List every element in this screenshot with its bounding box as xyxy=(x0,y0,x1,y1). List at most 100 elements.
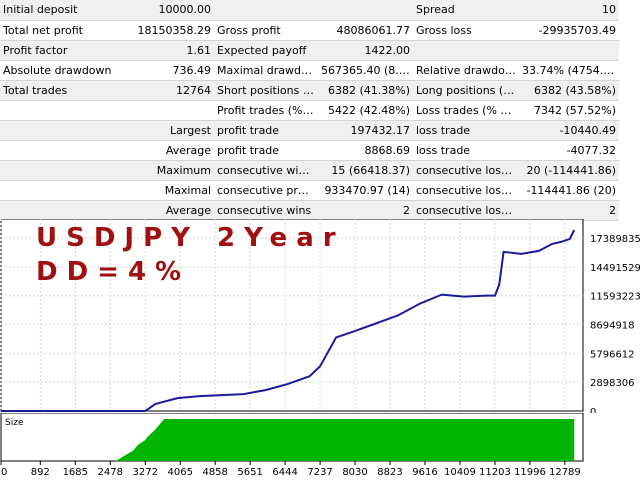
report-cell: loss trade xyxy=(413,140,519,161)
report-row: Total net profit 18150358.29 Gross profit 4… xyxy=(0,20,619,41)
report-cell: 15 (66418.37) xyxy=(318,160,413,181)
balance-y-tick-label: 0 xyxy=(590,407,596,413)
size-x-tick-label: 12789 xyxy=(549,467,581,478)
report-cell xyxy=(0,180,120,201)
report-cell xyxy=(0,100,120,121)
report-cell: consecutive wins xyxy=(214,200,318,221)
balance-y-tick-label: 14491529 xyxy=(590,263,640,274)
balance-y-tick-label: 17389835 xyxy=(590,234,640,245)
report-cell: Profit factor xyxy=(0,40,120,61)
size-x-tick-label: 11203 xyxy=(479,467,511,478)
size-x-tick-label: 8030 xyxy=(342,467,367,478)
report-cell: Absolute drawdown xyxy=(0,60,120,81)
report-cell xyxy=(0,120,120,141)
size-x-tick-label: 6444 xyxy=(272,467,297,478)
report-cell: 6382 (43.58%) xyxy=(519,80,619,101)
report-row: Absolute drawdown 736.49 Maximal drawdown 5… xyxy=(0,60,619,81)
report-cell: 5422 (42.48%) xyxy=(318,100,413,121)
report-cell: 18150358.29 xyxy=(120,20,214,41)
size-x-tick-label: 8823 xyxy=(377,467,402,478)
report-cell: Spread xyxy=(413,0,519,21)
report-cell: 736.49 xyxy=(120,60,214,81)
report-row: Average consecutive wins 2 consecutive loss… xyxy=(0,200,619,221)
report-row: Average profit trade 8868.69 loss trade -407… xyxy=(0,140,619,161)
report-cell: 1.61 xyxy=(120,40,214,61)
report-cell: 197432.17 xyxy=(318,120,413,141)
report-cell: -10440.49 xyxy=(519,120,619,141)
report-cell: Relative drawdown xyxy=(413,60,519,81)
report-cell: consecutive losses (loss in money) xyxy=(413,160,519,181)
report-cell: Loss trades (% of total) xyxy=(413,100,519,121)
report-cell: profit trade xyxy=(214,140,318,161)
report-cell xyxy=(0,160,120,181)
size-x-tick-label: 892 xyxy=(31,467,50,478)
report-cell: -4077.32 xyxy=(519,140,619,161)
report-cell: Long positions (won %) xyxy=(413,80,519,101)
report-cell: profit trade xyxy=(214,120,318,141)
report-cell xyxy=(413,40,519,61)
report-cell: 6382 (41.38%) xyxy=(318,80,413,101)
report-cell: 7342 (57.52%) xyxy=(519,100,619,121)
size-x-tick-label: 3272 xyxy=(133,467,158,478)
report-cell: Profit trades (% of total) xyxy=(214,100,318,121)
report-cell: Maximum xyxy=(120,160,214,181)
report-cell: consecutive profit (count of wins) xyxy=(214,180,318,201)
balance-y-tick-label: 11593223 xyxy=(590,292,640,303)
balance-y-tick-label: 5796612 xyxy=(590,349,635,360)
report-cell: 567365.40 (8.77%) xyxy=(318,60,413,81)
report-table: Initial deposit 10000.00 Spread 10 Total net… xyxy=(0,0,619,221)
balance-y-tick-label: 2898306 xyxy=(590,378,635,389)
report-cell: 8868.69 xyxy=(318,140,413,161)
chart-note-line-1: USDJPY 2Year xyxy=(36,223,345,253)
size-x-tick-label: 4065 xyxy=(168,467,193,478)
size-x-tick-label: 4858 xyxy=(202,467,227,478)
balance-chart: 0 2898306 5796612 8694918 11593223 14491529 17… xyxy=(0,219,640,413)
report-cell: 933470.97 (14) xyxy=(318,180,413,201)
size-series-label: Size xyxy=(5,418,24,428)
report-row: Initial deposit 10000.00 Spread 10 xyxy=(0,0,619,21)
report-cell xyxy=(519,40,619,61)
report-cell: consecutive loss (count of losses) xyxy=(413,180,519,201)
report-cell: 10000.00 xyxy=(120,0,214,21)
report-cell xyxy=(0,140,120,161)
report-cell: Largest xyxy=(120,120,214,141)
report-row: Profit trades (% of total)5422 (42.48%)L… xyxy=(0,100,619,121)
size-x-tick-label: 0 xyxy=(1,467,7,478)
report-cell: Initial deposit xyxy=(0,0,120,21)
report-cell: -114441.86 (20) xyxy=(519,180,619,201)
report-cell xyxy=(0,200,120,221)
balance-grid xyxy=(0,219,583,411)
report-cell: Gross loss xyxy=(413,20,519,41)
size-x-tick-label: 9616 xyxy=(412,467,437,478)
report-cell: Short positions (won %) xyxy=(214,80,318,101)
report-cell: Gross profit xyxy=(214,20,318,41)
balance-line xyxy=(1,229,576,412)
report-cell: 20 (-114441.86) xyxy=(519,160,619,181)
balance-y-ticks: 0 2898306 5796612 8694918 11593223 14491529 17… xyxy=(590,234,640,413)
report-cell: loss trade xyxy=(413,120,519,141)
size-x-tick-label: 2478 xyxy=(98,467,123,478)
balance-y-tick-label: 8694918 xyxy=(590,321,635,332)
report-cell: 12764 xyxy=(120,80,214,101)
report-cell: Maximal xyxy=(120,180,214,201)
report-cell: 1422.00 xyxy=(318,40,413,61)
report-cell: 10 xyxy=(519,0,619,21)
report-row: Profit factor 1.61 Expected payoff 1422.00 xyxy=(0,40,619,61)
size-x-tick-label: 10409 xyxy=(444,467,476,478)
report-cell: Average xyxy=(120,200,214,221)
report-cell xyxy=(214,0,318,21)
report-cell: Total trades xyxy=(0,80,120,101)
size-x-tick-label: 1685 xyxy=(63,467,88,478)
balance-plot-area xyxy=(0,219,584,412)
size-chart: Size 0 892 1685 2478 3272 4065 4858 5651 6444 723… xyxy=(0,413,584,478)
size-area xyxy=(1,419,575,461)
size-x-tick-label: 5651 xyxy=(237,467,262,478)
report-cell: 2 xyxy=(318,200,413,221)
size-x-tick-label: 11996 xyxy=(514,467,546,478)
report-cell: consecutive wins (profit in money) xyxy=(214,160,318,181)
chart-note-line-2: DD=4% xyxy=(36,257,190,287)
report-cell: 33.74% (4754.52) xyxy=(519,60,619,81)
